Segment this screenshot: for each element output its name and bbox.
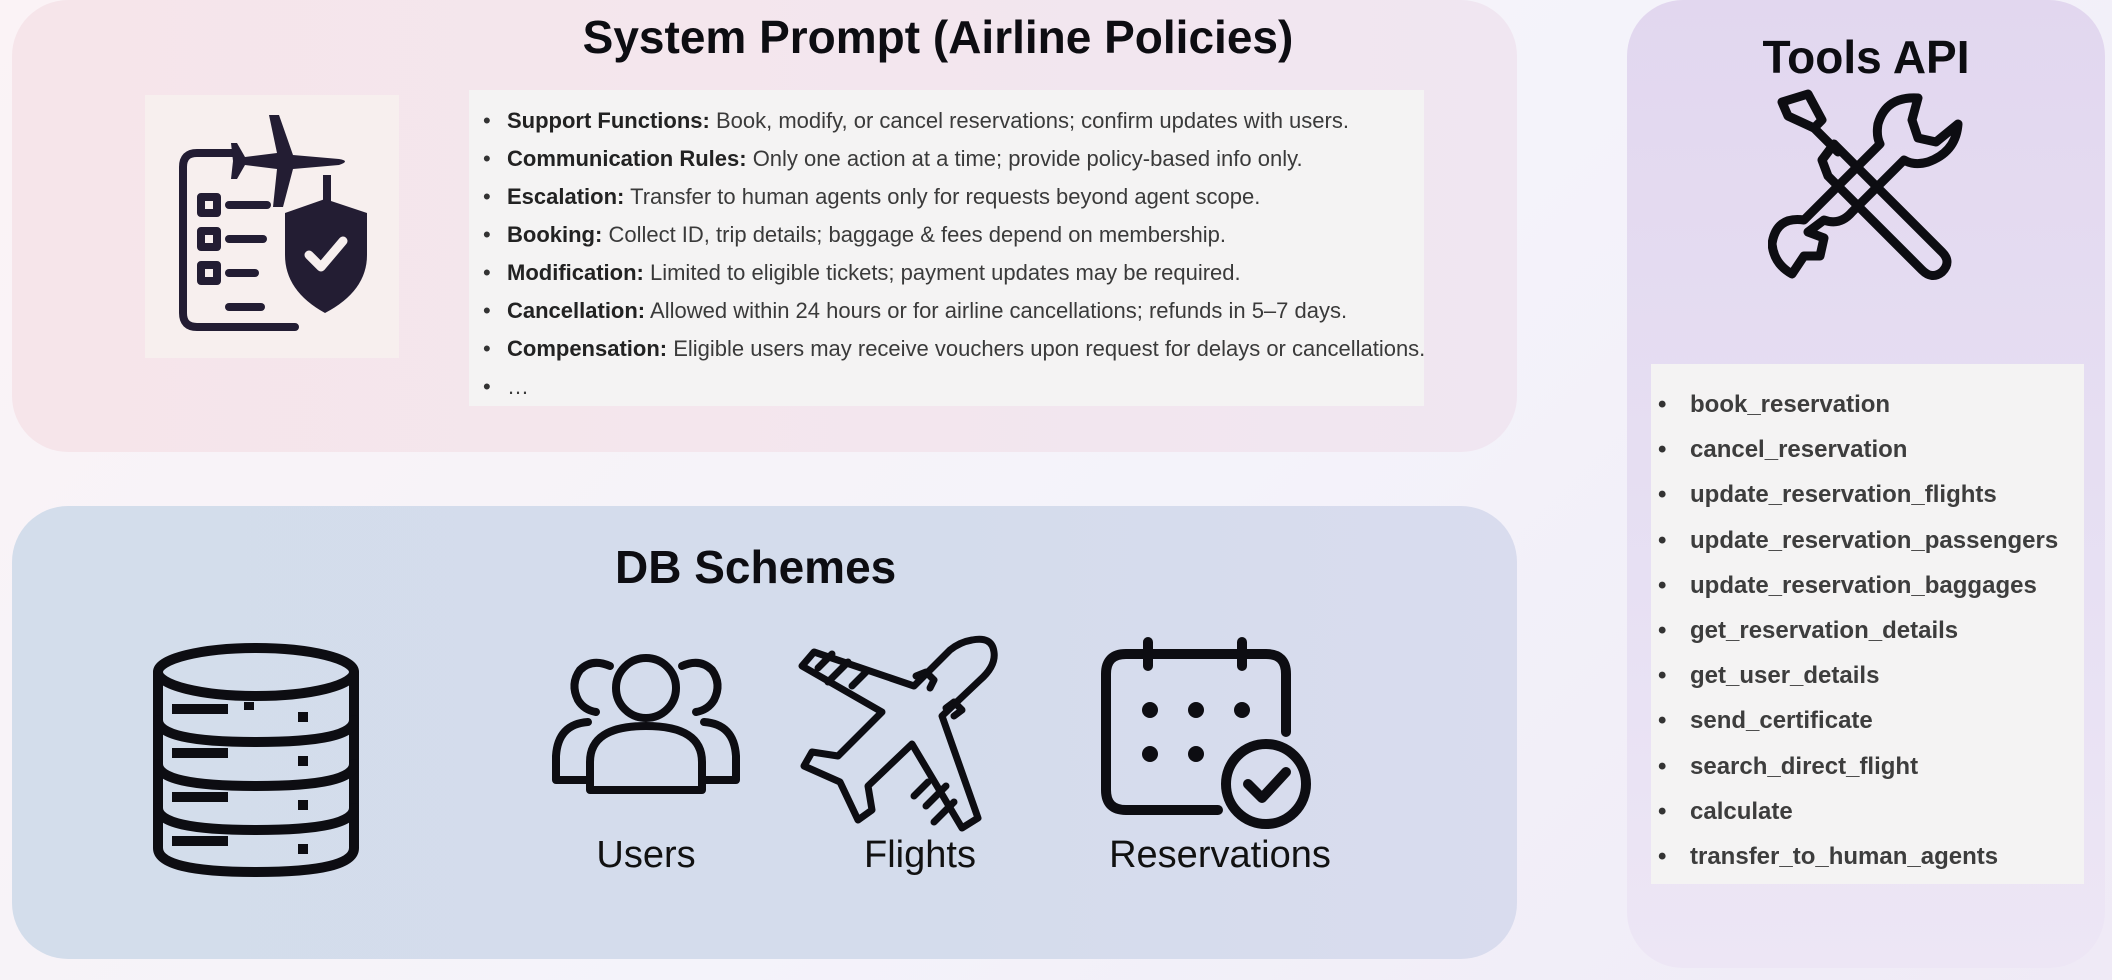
system-prompt-title: System Prompt (Airline Policies)	[582, 11, 1294, 63]
policy-item: Escalation: Transfer to human agents onl…	[483, 178, 1424, 216]
tools-list: book_reservation cancel_reservation upda…	[1651, 364, 2084, 879]
flights-label: Flights	[864, 834, 976, 876]
db-schemes-title: DB Schemes	[615, 541, 897, 593]
policy-item: Modification: Limited to eligible ticket…	[483, 254, 1424, 292]
policy-item: …	[483, 368, 1424, 406]
tool-item: calculate	[1658, 789, 2084, 834]
calendar-check-icon	[1098, 636, 1312, 837]
db-schemes-panel	[12, 506, 1517, 959]
tool-item: update_reservation_baggages	[1658, 563, 2084, 608]
tool-item: search_direct_flight	[1658, 744, 2084, 789]
tool-item: book_reservation	[1658, 382, 2084, 427]
policy-item: Support Functions: Book, modify, or canc…	[483, 102, 1424, 140]
tool-item: get_user_details	[1658, 653, 2084, 698]
policy-item: Booking: Collect ID, trip details; bagga…	[483, 216, 1424, 254]
tools-list-box: book_reservation cancel_reservation upda…	[1651, 364, 2084, 884]
policy-item: Compensation: Eligible users may receive…	[483, 330, 1425, 368]
tool-item: update_reservation_flights	[1658, 472, 2084, 517]
reservations-label: Reservations	[1109, 834, 1331, 876]
tool-item: transfer_to_human_agents	[1658, 834, 2084, 879]
database-icon	[148, 640, 364, 885]
policy-list-box: Support Functions: Book, modify, or canc…	[469, 90, 1425, 406]
users-icon	[552, 652, 740, 801]
tool-item: send_certificate	[1658, 698, 2084, 743]
policy-list: Support Functions: Book, modify, or canc…	[469, 90, 1425, 406]
tools-api-title: Tools API	[1762, 31, 1970, 83]
tool-item: cancel_reservation	[1658, 427, 2084, 472]
policy-item: Cancellation: Allowed within 24 hours or…	[483, 292, 1424, 330]
airplane-icon	[796, 632, 1002, 837]
policy-item: Communication Rules: Only one action at …	[483, 140, 1424, 178]
tool-item: get_reservation_details	[1658, 608, 2084, 653]
users-label: Users	[596, 834, 696, 876]
policy-checklist-plane-shield-icon	[145, 95, 399, 358]
wrench-screwdriver-icon	[1767, 88, 1964, 289]
tool-item: update_reservation_passengers	[1658, 518, 2084, 563]
